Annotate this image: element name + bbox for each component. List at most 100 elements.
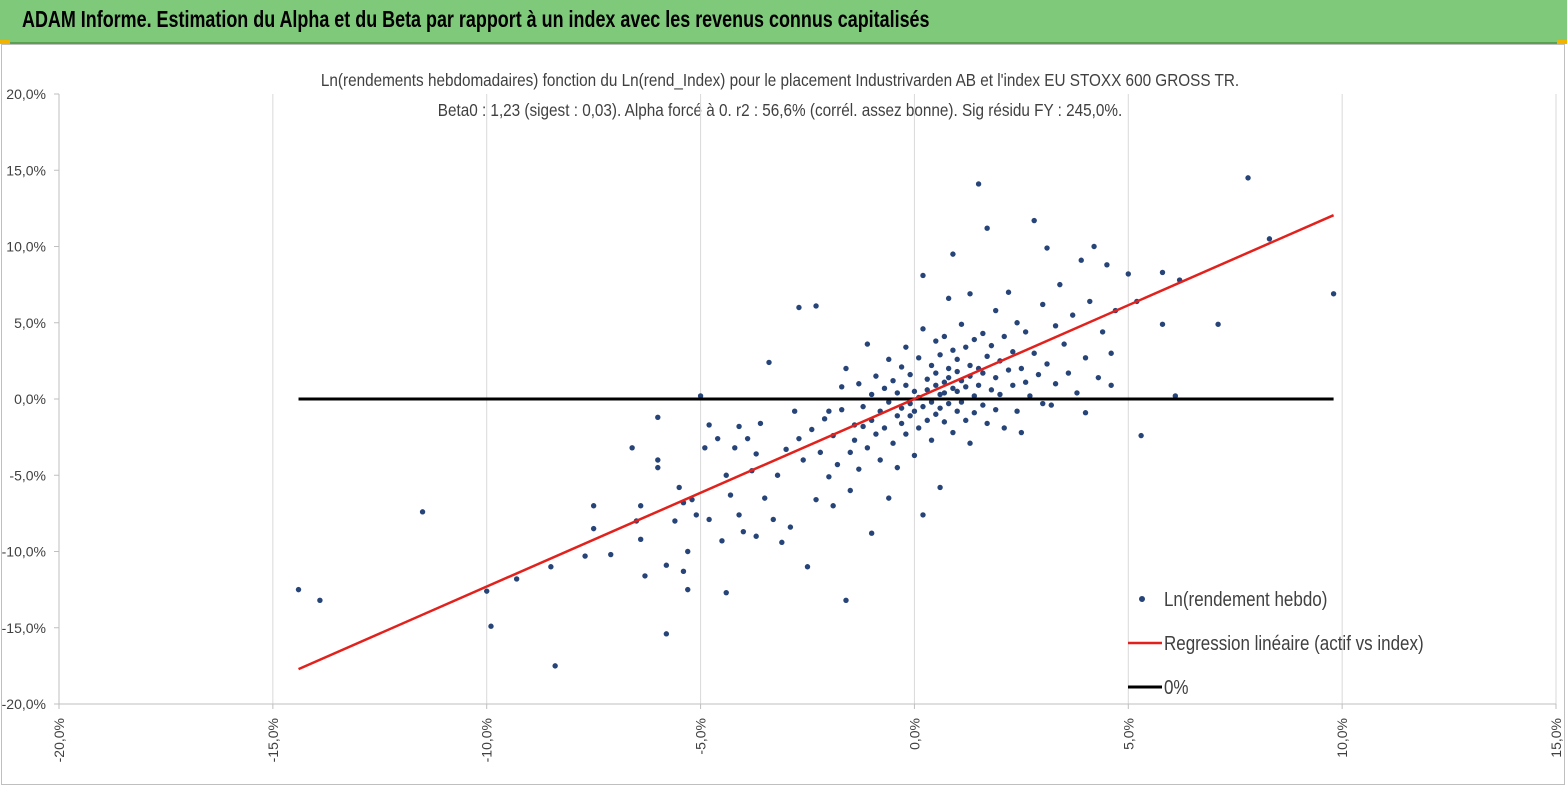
data-point	[963, 344, 969, 350]
data-point	[513, 576, 520, 582]
data-point	[928, 399, 935, 405]
data-point	[907, 413, 913, 419]
data-point	[1018, 365, 1025, 372]
data-point	[723, 589, 729, 596]
data-point	[856, 466, 862, 472]
data-point	[736, 423, 742, 430]
data-point	[984, 420, 990, 427]
data-point	[954, 356, 960, 363]
data-point	[484, 588, 490, 594]
chart-subtitle: Beta0 : 1,23 (sigest : 0,03). Alpha forc…	[438, 100, 1122, 120]
data-point	[637, 503, 644, 509]
data-point	[685, 586, 691, 593]
data-point	[1082, 410, 1089, 416]
data-point	[1018, 429, 1025, 436]
data-point	[980, 402, 986, 408]
data-point	[920, 403, 926, 410]
data-point	[886, 495, 892, 501]
data-point	[809, 426, 815, 433]
data-point	[864, 445, 871, 451]
data-point	[950, 251, 956, 257]
data-point	[774, 472, 781, 478]
data-point	[920, 272, 926, 279]
data-point	[911, 408, 918, 414]
data-point	[796, 435, 802, 442]
data-point	[655, 464, 661, 471]
data-point	[1040, 301, 1046, 308]
data-point	[941, 333, 948, 340]
data-point	[757, 420, 764, 427]
data-point	[954, 408, 960, 414]
data-point	[821, 416, 828, 422]
series-lines	[298, 214, 1335, 671]
data-point	[753, 533, 759, 539]
data-point	[958, 321, 965, 327]
data-point	[1031, 217, 1037, 224]
data-point	[1048, 402, 1054, 408]
y-tick-label: 10,0%	[6, 239, 46, 255]
data-point	[847, 449, 853, 456]
data-point	[898, 405, 905, 411]
y-tick-label: -15,0%	[2, 620, 46, 636]
data-point	[655, 414, 661, 420]
data-point	[907, 371, 913, 378]
data-point	[992, 307, 999, 314]
data-point	[967, 362, 973, 369]
data-point	[860, 403, 866, 410]
data-point	[894, 464, 901, 471]
data-point	[693, 512, 699, 518]
data-point	[1005, 367, 1012, 373]
data-point	[1061, 341, 1067, 347]
legend-label: Regression linéaire (actif vs index)	[1164, 632, 1424, 655]
data-point	[894, 390, 901, 396]
data-point	[971, 393, 978, 399]
data-point	[783, 446, 789, 453]
y-tick-label: -5,0%	[9, 467, 46, 483]
data-point	[963, 417, 969, 424]
data-point	[950, 429, 956, 436]
data-point	[903, 431, 909, 437]
data-point	[992, 406, 999, 413]
data-point	[1172, 393, 1179, 399]
data-point	[941, 419, 948, 425]
data-point	[933, 370, 939, 376]
data-point	[903, 344, 909, 350]
data-point	[787, 524, 794, 530]
x-tick-label: -5,0%	[693, 718, 709, 755]
data-point	[890, 378, 896, 384]
y-tick-label: 5,0%	[14, 315, 46, 331]
data-point	[697, 393, 704, 399]
data-point	[945, 374, 952, 381]
data-point	[911, 452, 918, 459]
data-point	[1014, 408, 1020, 414]
data-point	[1095, 374, 1102, 381]
data-point	[980, 370, 986, 376]
data-point	[937, 391, 943, 398]
data-point	[1104, 262, 1110, 268]
data-point	[753, 451, 759, 457]
data-point	[779, 539, 785, 546]
data-point	[1159, 269, 1166, 276]
data-point	[1245, 175, 1251, 181]
data-point	[881, 425, 888, 431]
data-point	[997, 391, 1003, 398]
chart-frame	[1, 44, 1565, 785]
data-point	[873, 373, 879, 379]
data-point	[582, 553, 588, 559]
data-point	[945, 365, 952, 372]
data-point	[1078, 257, 1084, 263]
data-point	[933, 338, 939, 344]
data-point	[488, 623, 494, 629]
data-point	[766, 359, 772, 366]
data-point	[1010, 349, 1016, 355]
data-point	[1022, 329, 1029, 335]
data-point	[958, 399, 965, 405]
data-point	[928, 362, 935, 369]
data-point	[1108, 350, 1114, 356]
data-point	[642, 573, 648, 579]
data-point	[971, 410, 978, 416]
data-point	[1091, 243, 1097, 250]
data-point	[740, 528, 747, 535]
data-point	[590, 525, 597, 532]
